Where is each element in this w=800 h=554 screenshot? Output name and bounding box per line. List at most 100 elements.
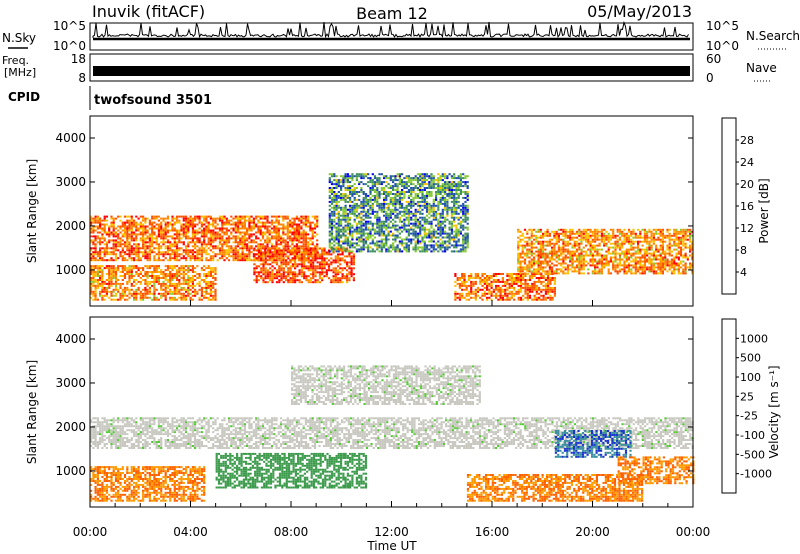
heatmap-cell — [108, 239, 110, 241]
heatmap-cell — [329, 205, 331, 207]
heatmap-cell — [237, 253, 239, 255]
heatmap-cell — [199, 275, 201, 277]
heatmap-cell — [394, 205, 396, 207]
heatmap-cell — [128, 269, 130, 271]
heatmap-cell — [205, 287, 207, 289]
heatmap-cell — [135, 237, 137, 239]
heatmap-cell — [156, 297, 158, 299]
heatmap-cell — [235, 232, 237, 234]
heatmap-cell — [104, 255, 106, 257]
heatmap-cell — [347, 189, 349, 191]
heatmap-cell — [433, 211, 435, 213]
heatmap-cell — [376, 233, 378, 235]
heatmap-cell — [97, 237, 99, 239]
heatmap-cell — [330, 281, 332, 283]
heatmap-cell — [351, 185, 353, 187]
heatmap-cell — [122, 251, 124, 253]
heatmap-cell — [138, 273, 140, 275]
heatmap-cell — [449, 185, 451, 187]
heatmap-cell — [338, 235, 340, 237]
heatmap-cell — [369, 207, 371, 209]
heatmap-cell — [331, 189, 333, 191]
heatmap-cell — [124, 275, 126, 277]
heatmap-cell — [174, 251, 176, 253]
heatmap-cell — [381, 244, 383, 246]
heatmap-cell — [176, 269, 178, 271]
heatmap-cell — [242, 232, 244, 234]
heatmap-cell — [92, 283, 94, 285]
heatmap-cell — [367, 246, 369, 248]
heatmap-cell — [338, 185, 340, 187]
heatmap-cell — [367, 215, 369, 217]
heatmap-cell — [336, 227, 338, 229]
heatmap-cell — [178, 279, 180, 281]
heatmap-cell — [104, 226, 106, 228]
heatmap-cell — [345, 213, 347, 215]
heatmap-cell — [226, 230, 228, 232]
heatmap-cell — [169, 271, 171, 273]
heatmap-cell — [383, 187, 385, 189]
heatmap-cell — [106, 249, 108, 251]
heatmap-cell — [248, 253, 250, 255]
heatmap-cell — [547, 283, 549, 285]
heatmap-cell — [460, 250, 462, 252]
heatmap-cell — [369, 197, 371, 199]
heatmap-cell — [138, 218, 140, 220]
heatmap-cell — [477, 275, 479, 277]
heatmap-cell — [201, 257, 203, 259]
heatmap-cell — [399, 179, 401, 181]
heatmap-cell — [351, 225, 353, 227]
heatmap-cell — [294, 220, 296, 222]
heatmap-cell — [467, 209, 469, 211]
heatmap-cell — [180, 283, 182, 285]
heatmap-cell — [142, 226, 144, 228]
heatmap-cell — [239, 216, 241, 218]
heatmap-cell — [174, 267, 176, 269]
heatmap-cell — [158, 224, 160, 226]
heatmap-cell — [374, 197, 376, 199]
heatmap-cell — [363, 231, 365, 233]
heatmap-cell — [497, 285, 499, 287]
heatmap-cell — [437, 229, 439, 231]
heatmap-cell — [430, 195, 432, 197]
heatmap-cell — [149, 265, 151, 267]
heatmap-cell — [266, 220, 268, 222]
heatmap-cell — [451, 211, 453, 213]
heatmap-cell — [149, 241, 151, 243]
heatmap-cell — [199, 228, 201, 230]
heatmap-cell — [296, 255, 298, 257]
heatmap-cell — [356, 191, 358, 193]
heatmap-cell — [388, 195, 390, 197]
heatmap-cell — [97, 226, 99, 228]
heatmap-cell — [444, 173, 446, 175]
heatmap-cell — [278, 233, 280, 235]
heatmap-cell — [388, 215, 390, 217]
heatmap-cell — [228, 253, 230, 255]
heatmap-cell — [549, 297, 551, 299]
heatmap-cell — [314, 267, 316, 269]
heatmap-cell — [401, 244, 403, 246]
heatmap-cell — [260, 232, 262, 234]
heatmap-cell — [457, 283, 459, 285]
heatmap-cell — [424, 179, 426, 181]
heatmap-cell — [203, 228, 205, 230]
heatmap-cell — [135, 289, 137, 291]
heatmap-cell — [135, 273, 137, 275]
heatmap-cell — [162, 230, 164, 232]
heatmap-cell — [167, 249, 169, 251]
heatmap-cell — [298, 235, 300, 237]
heatmap-cell — [394, 179, 396, 181]
heatmap-cell — [274, 248, 276, 250]
heatmap-cell — [162, 285, 164, 287]
heatmap-cell — [365, 211, 367, 213]
heatmap-cell — [312, 267, 314, 269]
heatmap-cell — [475, 297, 477, 299]
heatmap-cell — [340, 189, 342, 191]
heatmap-cell — [421, 189, 423, 191]
heatmap-cell — [453, 250, 455, 252]
heatmap-cell — [289, 232, 291, 234]
heatmap-cell — [235, 228, 237, 230]
heatmap-cell — [415, 213, 417, 215]
heatmap-cell — [283, 271, 285, 273]
heatmap-cell — [390, 209, 392, 211]
